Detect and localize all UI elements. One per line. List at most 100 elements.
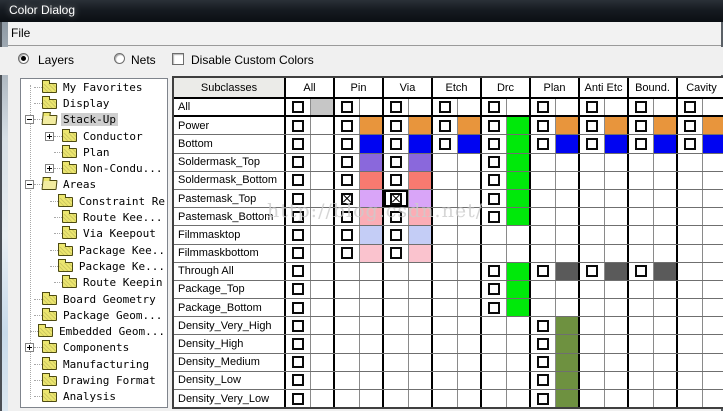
checkbox-cell[interactable] (531, 99, 555, 116)
color-swatch[interactable] (603, 99, 627, 116)
checkbox-unchecked[interactable] (291, 356, 304, 369)
color-swatch[interactable] (701, 135, 723, 153)
color-swatch[interactable] (554, 335, 578, 353)
tree-item-label[interactable]: Route Keepin (83, 276, 163, 290)
expand-plus-icon[interactable] (45, 131, 54, 141)
color-swatch[interactable] (309, 153, 333, 171)
checkbox-cell[interactable] (531, 317, 555, 335)
tree-item-board-geometry[interactable]: Board Geometry (21, 291, 167, 307)
color-swatch[interactable] (505, 208, 529, 226)
checkbox-unchecked[interactable] (340, 228, 353, 241)
checkbox-cell[interactable] (629, 262, 653, 280)
checkbox-cell[interactable] (580, 117, 604, 135)
checkbox-cell[interactable] (286, 171, 310, 189)
tree-item-label[interactable]: Package Kee.. (78, 243, 165, 257)
checkbox-unchecked[interactable] (291, 210, 304, 223)
checkbox-unchecked[interactable] (585, 101, 598, 114)
checkbox-unchecked[interactable] (438, 101, 451, 114)
checkbox-cell[interactable] (286, 153, 310, 171)
color-swatch[interactable] (309, 353, 333, 371)
checkbox-unchecked[interactable] (536, 119, 549, 132)
checkbox-cell[interactable] (335, 99, 359, 116)
tree-item-via-keepout[interactable]: Via Keepout (21, 226, 167, 242)
checkbox-unchecked[interactable] (536, 319, 549, 332)
color-swatch[interactable] (701, 117, 723, 135)
checkbox-cell[interactable] (286, 317, 310, 335)
checkbox-cell[interactable] (482, 262, 506, 280)
checkbox-unchecked[interactable] (291, 228, 304, 241)
color-swatch[interactable] (554, 262, 578, 280)
color-swatch[interactable] (358, 135, 382, 153)
checkbox-cell[interactable] (335, 189, 359, 208)
tree-item-constraint-re[interactable]: Constraint Re (21, 193, 167, 209)
tree-item-label[interactable]: Package Geom... (63, 308, 163, 322)
checkbox-unchecked[interactable] (291, 283, 304, 296)
tree-item-label[interactable]: Non-Condu... (83, 162, 163, 176)
checkbox-unchecked[interactable] (438, 137, 451, 150)
checkbox-cell[interactable] (629, 117, 653, 135)
checkbox-unchecked[interactable] (487, 283, 500, 296)
checkbox-unchecked[interactable] (291, 319, 304, 332)
checkbox-cell[interactable] (286, 371, 310, 389)
checkbox-cell[interactable] (531, 353, 555, 371)
checkbox-cell[interactable] (384, 153, 408, 171)
checkbox-unchecked[interactable] (487, 210, 500, 223)
tree-item-label[interactable]: Manufacturing (63, 357, 150, 371)
tree-item-route-keepin[interactable]: Route Keepin (21, 275, 167, 291)
checkbox-unchecked[interactable] (291, 374, 304, 387)
color-swatch[interactable] (603, 262, 627, 280)
tree-item-label[interactable]: Embedded Geom... (59, 325, 165, 339)
checkbox-unchecked[interactable] (291, 338, 304, 351)
checkbox-cell[interactable] (286, 262, 310, 280)
color-swatch[interactable] (652, 99, 676, 116)
checkbox-cell[interactable] (286, 280, 310, 299)
checkbox-cell[interactable] (482, 135, 506, 153)
checkbox-unchecked[interactable] (291, 392, 304, 405)
checkbox-cell[interactable] (286, 335, 310, 353)
color-swatch[interactable] (309, 135, 333, 153)
checkbox-unchecked[interactable] (536, 101, 549, 114)
color-swatch[interactable] (309, 99, 333, 116)
color-swatch[interactable] (309, 226, 333, 244)
color-swatch[interactable] (407, 226, 431, 244)
checkbox-cell[interactable] (629, 99, 653, 116)
checkbox-unchecked[interactable] (634, 119, 647, 132)
checkbox-unchecked[interactable] (536, 338, 549, 351)
tree-item-label[interactable]: Stack-Up (61, 113, 118, 127)
tree-item-label[interactable]: Route Kee... (83, 211, 163, 225)
color-swatch[interactable] (309, 262, 333, 280)
color-swatch[interactable] (505, 189, 529, 208)
checkbox-unchecked[interactable] (291, 192, 304, 205)
expand-plus-icon[interactable] (25, 343, 34, 353)
color-swatch[interactable] (309, 317, 333, 335)
color-swatch[interactable] (407, 208, 431, 226)
checkbox-unchecked[interactable] (438, 119, 451, 132)
color-swatch[interactable] (554, 99, 578, 116)
checkbox-cell[interactable] (335, 226, 359, 244)
checkbox-cell[interactable] (433, 117, 457, 135)
checkbox-unchecked[interactable] (487, 156, 500, 169)
checkbox-cell[interactable] (384, 135, 408, 153)
checkbox-unchecked[interactable] (487, 101, 500, 114)
color-swatch[interactable] (505, 135, 529, 153)
checkbox-unchecked[interactable] (291, 247, 304, 260)
collapse-minus-icon[interactable] (25, 180, 34, 190)
tree-item-label[interactable]: Constraint Re (78, 194, 165, 208)
color-swatch[interactable] (456, 99, 480, 116)
color-swatch[interactable] (456, 117, 480, 135)
checkbox-cell[interactable] (482, 99, 506, 116)
tree-item-route-kee[interactable]: Route Kee... (21, 209, 167, 225)
checkbox-unchecked[interactable] (487, 137, 500, 150)
color-swatch[interactable] (358, 189, 382, 208)
checkbox-unchecked[interactable] (487, 119, 500, 132)
checkbox-unchecked[interactable] (340, 247, 353, 260)
checkbox-cell[interactable] (531, 117, 555, 135)
checkbox-cell[interactable] (384, 244, 408, 262)
tree-item-conductor[interactable]: Conductor (21, 128, 167, 144)
checkbox-cell[interactable] (482, 208, 506, 226)
checkbox-unchecked[interactable] (291, 301, 304, 314)
checkbox-cell[interactable] (580, 99, 604, 116)
checkbox-unchecked[interactable] (487, 301, 500, 314)
tree-item-label[interactable]: Plan (83, 145, 110, 159)
checkbox-unchecked[interactable] (683, 137, 696, 150)
